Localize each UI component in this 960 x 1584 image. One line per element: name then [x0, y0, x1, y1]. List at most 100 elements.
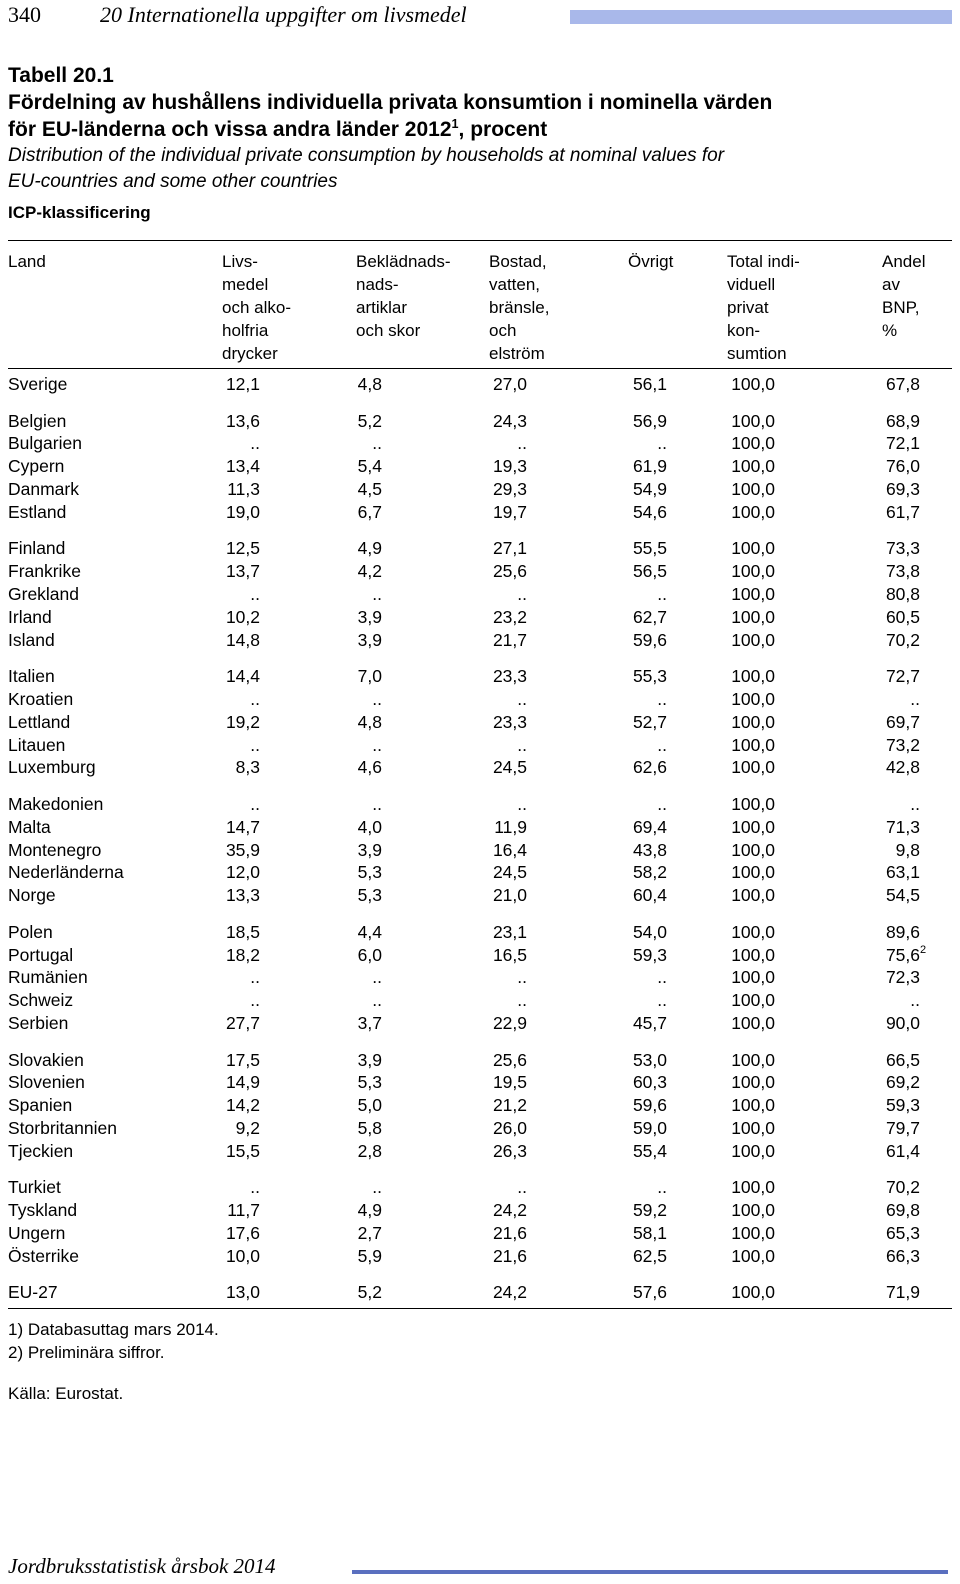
value-livsmedel: ..	[250, 1176, 260, 1199]
value-livsmedel: 18,2	[226, 944, 260, 967]
value-text: 12,1	[225, 374, 260, 394]
swedish-title-text: för EU-länderna och vissa andra länder 2…	[8, 118, 452, 141]
value-total: 100,0	[731, 1094, 775, 1117]
country-name: Makedonien	[8, 794, 104, 814]
value-text: 14,9	[225, 1072, 260, 1093]
value-text: 5,3	[357, 1072, 382, 1093]
value-text: 23,3	[492, 711, 527, 732]
value-text: ..	[372, 967, 382, 988]
country-name: Storbritannien	[8, 1118, 117, 1138]
column-header-line: och alko-	[222, 298, 291, 317]
value-bostad: 26,3	[493, 1140, 527, 1163]
value-andel: 89,6	[886, 921, 920, 944]
value-beklad: 6,7	[358, 501, 382, 524]
value-ovrigt: 62,5	[633, 1245, 667, 1268]
value-text: 4,2	[357, 561, 382, 582]
country-name: Cypern	[8, 456, 65, 477]
value-text: 7,0	[357, 666, 382, 687]
value-total: 100,0	[731, 583, 775, 606]
value-text: ..	[910, 990, 920, 1011]
value-text: 11,3	[227, 479, 260, 499]
value-text: ..	[657, 689, 667, 709]
value-andel: 73,8	[886, 560, 920, 583]
value-andel: 75,6 2	[885, 943, 927, 965]
value-text: 100,0	[731, 1049, 775, 1070]
value-beklad: 5,3	[358, 1071, 382, 1094]
country-name: Lettland	[8, 711, 71, 732]
value-andel: 76,0	[886, 455, 920, 478]
value-text: 69,7	[885, 711, 920, 732]
value-beklad: 5,8	[358, 1117, 382, 1140]
value-beklad: 4,9	[358, 1199, 382, 1222]
value-text: 100,0	[731, 1118, 775, 1138]
value-ovrigt: 60,3	[633, 1071, 667, 1094]
value-ovrigt: 59,2	[633, 1199, 667, 1222]
value-text: 100,0	[731, 584, 775, 604]
value-text: 57,6	[632, 1282, 667, 1303]
value-text: 56,1	[632, 374, 667, 394]
country-name: Italien	[8, 666, 55, 687]
value-total: 100,0	[731, 1071, 775, 1094]
table-header-rule	[8, 368, 952, 369]
value-text: 62,7	[632, 606, 667, 627]
value-text: 25,6	[492, 561, 527, 582]
value-total: 100,0	[731, 989, 775, 1012]
value-text: 100,0	[731, 410, 775, 431]
value-bostad: ..	[517, 793, 527, 816]
footnotes: 1) Databasuttag mars 2014. 2) Preliminär…	[8, 1318, 219, 1364]
value-text: 72,7	[885, 666, 920, 687]
value-beklad: 3,9	[358, 839, 382, 862]
value-ovrigt: 57,6	[633, 1281, 667, 1304]
value-text: 61,7	[885, 501, 920, 522]
value-text: ..	[250, 967, 260, 988]
value-text: ..	[517, 967, 527, 988]
value-text: 100,0	[731, 456, 775, 477]
value-beklad: 5,2	[358, 410, 382, 433]
value-beklad: ..	[372, 734, 382, 757]
value-text: 5,0	[357, 1095, 382, 1116]
value-andel: 72,7	[886, 665, 920, 688]
value-total: 100,0	[731, 734, 775, 757]
value-text: 100,0	[731, 757, 775, 778]
country-name: Tjeckien	[8, 1140, 74, 1161]
value-text: 8,3	[235, 757, 260, 778]
value-text: 100,0	[731, 816, 775, 837]
value-ovrigt: ..	[657, 734, 667, 757]
value-text: 60,4	[632, 885, 667, 906]
value-text: 23,2	[492, 606, 527, 627]
value-text: 100,0	[731, 944, 775, 965]
column-header-line: elström	[489, 344, 545, 363]
value-text: 17,5	[225, 1049, 260, 1070]
value-text: 59,3	[885, 1095, 920, 1116]
value-ovrigt: 55,5	[633, 537, 667, 560]
value-text: 24,2	[492, 1200, 527, 1221]
value-bostad: 26,0	[493, 1117, 527, 1140]
value-text: 100,0	[731, 734, 775, 755]
value-text: 58,1	[632, 1223, 667, 1243]
value-total: 100,0	[731, 373, 775, 396]
value-ovrigt: 54,6	[633, 501, 667, 524]
value-bostad: 21,6	[493, 1245, 527, 1268]
value-text: 71,9	[885, 1282, 920, 1303]
value-text: 73,2	[885, 734, 920, 755]
value-text: 15,5	[225, 1140, 260, 1161]
value-text: 6,0	[357, 944, 382, 965]
value-bostad: ..	[517, 688, 527, 711]
table-title-block: Tabell 20.1 Fördelning av hushållens ind…	[8, 62, 952, 223]
value-text: 60,3	[632, 1072, 667, 1093]
value-bostad: 29,3	[493, 478, 527, 501]
value-beklad: 5,9	[358, 1245, 382, 1268]
value-bostad: 27,1	[493, 537, 527, 560]
table-bottom-rule	[8, 1308, 952, 1309]
value-beklad: 3,9	[358, 629, 382, 652]
column-header-line: nads-	[356, 275, 399, 294]
value-livsmedel: 14,8	[226, 629, 260, 652]
value-bostad: 24,2	[493, 1199, 527, 1222]
value-livsmedel: ..	[250, 793, 260, 816]
value-bostad: 25,6	[493, 1049, 527, 1072]
column-header-line: Land	[8, 252, 46, 271]
value-total: 100,0	[731, 478, 775, 501]
value-text: ..	[517, 734, 527, 755]
value-text: 100,0	[731, 1095, 775, 1116]
value-andel: 79,7	[886, 1117, 920, 1140]
